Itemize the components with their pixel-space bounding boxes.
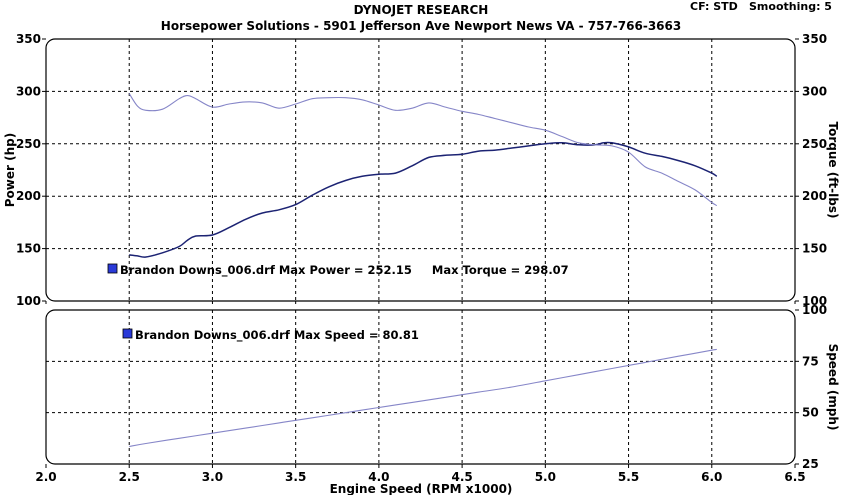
x-tick-label-7: 5.5: [618, 470, 639, 484]
y2-tick-label-1: 150: [802, 242, 827, 256]
x-tick-label-0: 2.0: [35, 470, 56, 484]
speed-tick-label-0: 25: [802, 457, 819, 471]
speed-panel: [45, 309, 796, 465]
speed-curve: [129, 348, 717, 448]
y-tick-label-4: 300: [16, 84, 41, 98]
x-tick-label-4: 4.0: [368, 470, 389, 484]
speed-tick-label-2: 75: [802, 354, 819, 368]
x-tick-label-6: 5.0: [535, 470, 556, 484]
legend-power-torque: Brandon Downs_006.drf Max Power = 252.15…: [120, 263, 569, 278]
y-tick-label-1: 150: [16, 242, 41, 256]
y-axis-label-torque: Torque (ft-lbs): [826, 122, 840, 219]
legend-marker-power: [107, 263, 118, 274]
x-tick-label-2: 3.0: [202, 470, 223, 484]
x-tick-label-9: 6.5: [784, 470, 805, 484]
y2-tick-label-2: 200: [802, 189, 827, 203]
x-tick-label-8: 6.0: [701, 470, 722, 484]
speed-tick-label-1: 50: [802, 406, 819, 420]
x-tick-label-1: 2.5: [119, 470, 140, 484]
speed-tick-label-3: 100: [802, 303, 827, 317]
x-axis-label: Engine Speed (RPM x1000): [330, 482, 513, 495]
y-tick-label-3: 250: [16, 137, 41, 151]
y2-tick-label-4: 300: [802, 84, 827, 98]
chart-subtitle: Horsepower Solutions - 5901 Jefferson Av…: [160, 19, 682, 33]
y-tick-label-2: 200: [16, 189, 41, 203]
y-tick-label-0: 100: [16, 294, 41, 308]
x-tick-label-3: 3.5: [285, 470, 306, 484]
y2-tick-label-0: 100: [802, 294, 827, 308]
y-axis-label-speed: Speed (mph): [826, 344, 840, 431]
torque-curve: [128, 93, 718, 207]
cf-label: CF: STD: [690, 0, 738, 13]
y2-tick-label-5: 350: [802, 32, 827, 46]
power-curve: [129, 141, 718, 258]
y-tick-label-5: 350: [16, 32, 41, 46]
smoothing-label: Smoothing: 5: [749, 0, 832, 13]
chart-title: DYNOJET RESEARCH: [353, 3, 489, 17]
legend-marker-speed: [122, 328, 133, 339]
legend-speed: Brandon Downs_006.drf Max Speed = 80.81: [135, 328, 419, 343]
y2-tick-label-3: 250: [802, 137, 827, 151]
x-tick-label-5: 4.5: [451, 470, 472, 484]
y-axis-label-power: Power (hp): [3, 133, 17, 207]
power-torque-panel: [45, 38, 796, 302]
